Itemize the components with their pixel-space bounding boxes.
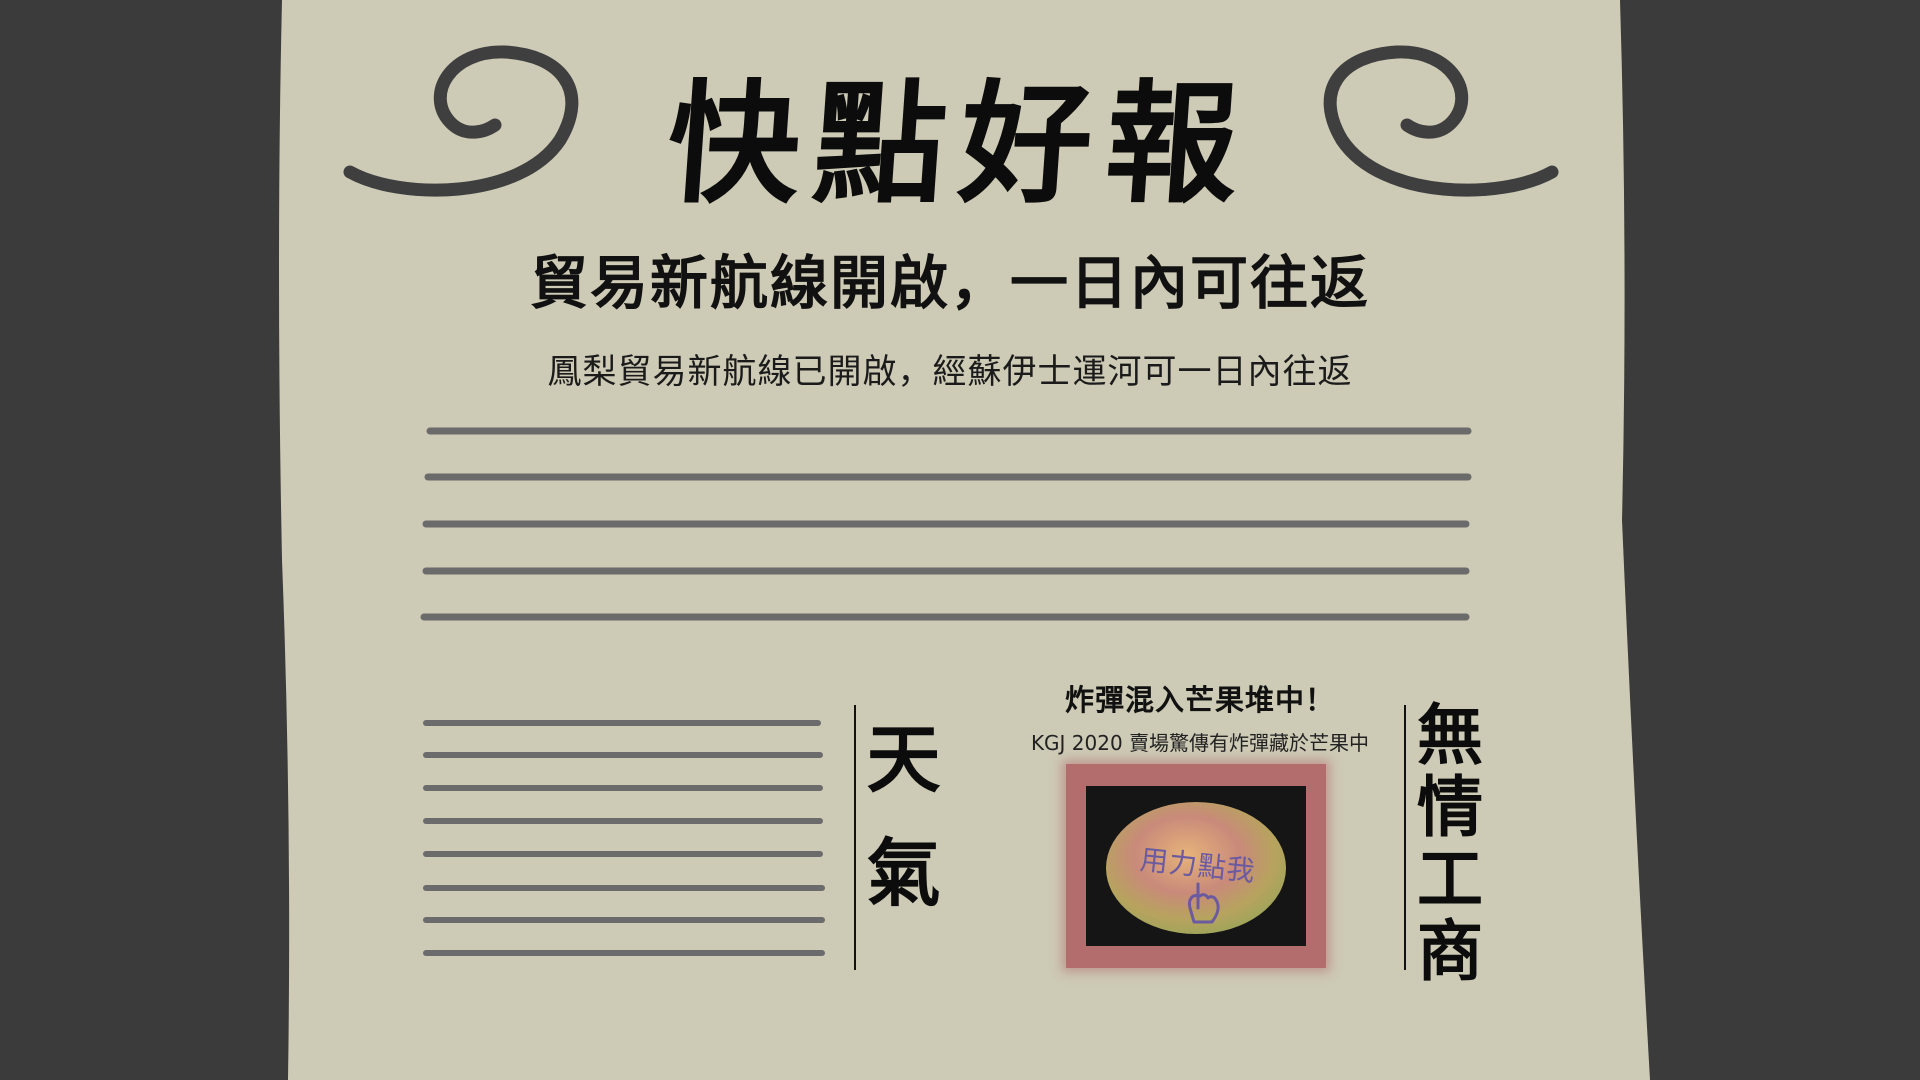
- mango-story-title: 炸彈混入芒果堆中！: [1064, 683, 1335, 717]
- left-swirl-decoration: [343, 45, 579, 197]
- mango-image: [1106, 802, 1286, 934]
- main-headline: 貿易新航線開啟，一日內可往返: [529, 249, 1370, 317]
- article-text-lines: [420, 427, 1472, 621]
- mango-story-caption: KGJ 2020 賣場驚傳有炸彈藏於芒果中: [1030, 731, 1370, 755]
- pointing-hand-icon: [1188, 882, 1220, 924]
- newspaper-masthead: 快點好報: [662, 67, 1258, 222]
- right-swirl-decoration: [1323, 45, 1559, 197]
- commerce-section-label: 無情工商: [1406, 700, 1484, 988]
- weather-section-label: 天氣: [854, 720, 940, 948]
- weather-column-lines: [423, 720, 825, 956]
- mango-photo-frame: 用力點我: [1066, 764, 1326, 968]
- mango-button[interactable]: 用力點我: [1086, 786, 1306, 946]
- main-subheadline: 鳳梨貿易新航線已開啟，經蘇伊士運河可一日內往返: [547, 352, 1353, 392]
